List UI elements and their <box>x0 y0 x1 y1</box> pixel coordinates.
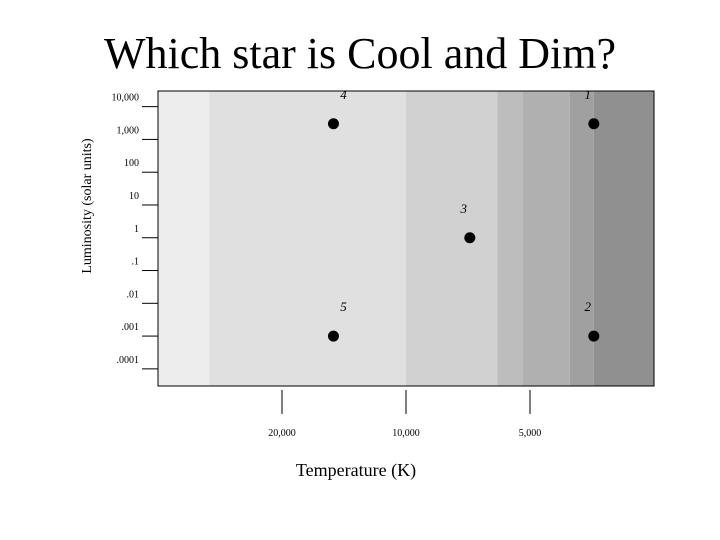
x-tick-label-2: 10,000 <box>392 428 420 439</box>
chart-title: Which star is Cool and Dim? <box>103 29 616 78</box>
y-tick-label-9: .0001 <box>117 355 140 366</box>
star-point-2 <box>588 330 600 342</box>
temperature-band-4 <box>497 91 523 386</box>
y-axis-label: Luminosity (solar units) <box>80 138 95 274</box>
y-tick-label-1: 10,000 <box>112 93 140 104</box>
star-label-4: 4 <box>340 87 347 102</box>
star-point-4 <box>327 118 339 130</box>
star-point-3 <box>464 232 476 244</box>
y-tick-label-6: .1 <box>132 257 140 268</box>
temperature-band-2 <box>209 91 406 386</box>
y-tick-label-2: 1,000 <box>117 125 140 136</box>
temperature-band-1 <box>158 91 210 386</box>
y-tick-label-5: 1 <box>134 224 139 235</box>
star-label-5: 5 <box>340 299 347 314</box>
temperature-band-5 <box>522 91 570 386</box>
star-label-1: 1 <box>585 87 592 102</box>
star-label-2: 2 <box>585 299 592 314</box>
y-tick-label-8: .001 <box>122 322 140 333</box>
x-tick-label-1: 20,000 <box>268 428 296 439</box>
plot-frame <box>157 90 655 387</box>
star-point-5 <box>327 330 339 342</box>
x-axis-label: Temperature (K) <box>295 460 417 480</box>
y-tick-label-3: 100 <box>124 158 139 169</box>
temperature-band-7 <box>593 91 654 386</box>
y-tick-label-4: 10 <box>129 191 139 202</box>
x-tick-label-3: 5,000 <box>519 428 542 439</box>
y-tick-label-7: .01 <box>127 289 140 300</box>
temperature-band-3 <box>406 91 498 386</box>
star-label-3: 3 <box>460 201 468 216</box>
star-point-1 <box>588 118 600 130</box>
temperature-band-6 <box>569 91 594 386</box>
